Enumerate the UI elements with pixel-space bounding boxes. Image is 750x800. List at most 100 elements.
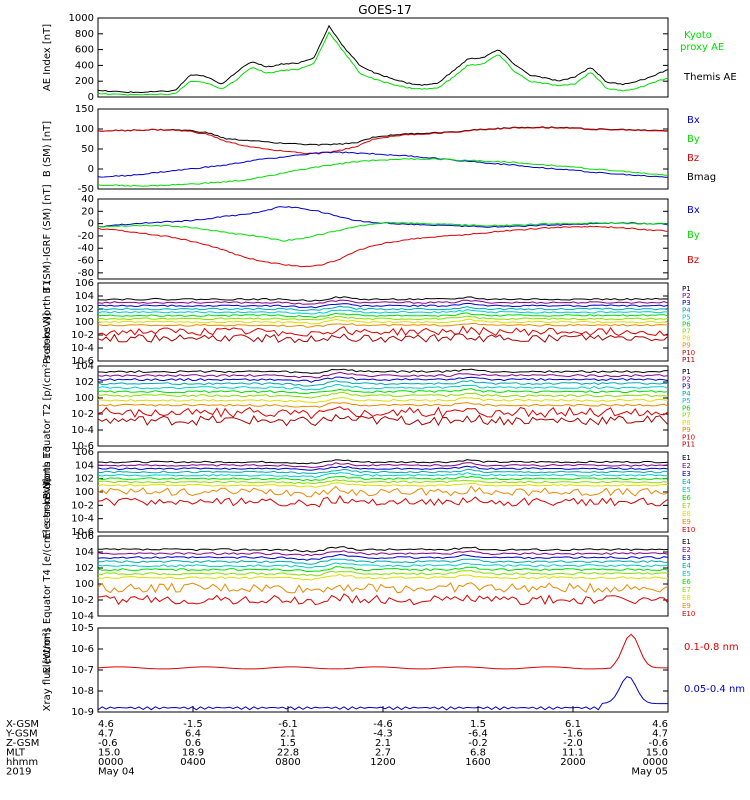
legend-entry: P4 — [682, 306, 691, 314]
axis-row-value: 4.6 — [98, 719, 114, 730]
legend-entry: E9 — [682, 518, 691, 526]
series-line-E5 — [97, 562, 669, 569]
axis-row-value: 0400 — [180, 757, 205, 768]
y-tick-label: 150 — [75, 104, 94, 115]
legend-entry: P3 — [682, 299, 691, 307]
series-line-E6 — [97, 566, 669, 573]
legend-entry: Bz — [687, 255, 699, 266]
y-tick-label: 100 — [75, 317, 94, 328]
legend-entry: Bx — [687, 115, 700, 126]
legend-entry: P1 — [682, 368, 691, 376]
series-line-themis-ae — [97, 24, 669, 94]
legend-entry: P5 — [682, 397, 691, 405]
series-line-P10 — [97, 406, 669, 420]
series-line-P9 — [97, 322, 669, 328]
y-tick-label: 40 — [81, 194, 94, 205]
legend-entry: E2 — [682, 462, 691, 470]
axis-row-value: 0800 — [275, 757, 300, 768]
series-line-P9 — [97, 402, 669, 408]
series-line-P3 — [97, 376, 669, 383]
series-line-P11 — [97, 333, 669, 344]
y-tick-label: 100 — [75, 487, 94, 498]
legend-entry: By — [687, 230, 700, 241]
series-line-P11 — [97, 413, 669, 427]
series-line-P8 — [97, 318, 669, 325]
legend-entry: P3 — [682, 383, 691, 391]
y-tick-label: 0 — [88, 219, 94, 230]
axis-row-value: 1.5 — [280, 738, 296, 749]
series-line-P10 — [97, 325, 669, 337]
y-tick-label: 10-7 — [71, 665, 94, 676]
axis-row-value: -0.6 — [648, 738, 668, 749]
chart-title: GOES-17 — [358, 3, 412, 17]
axis-row-value: 6.8 — [470, 748, 486, 759]
series-line-E2 — [97, 550, 669, 557]
y-tick-label: 104 — [75, 460, 94, 471]
series-line-E10 — [97, 495, 669, 508]
series-line-P5 — [97, 309, 668, 315]
series-line-bx — [97, 151, 668, 178]
axis-row-value: 1.5 — [470, 719, 486, 730]
y-tick-label: 10-6 — [71, 644, 94, 655]
legend-entry: E9 — [682, 602, 691, 610]
axis-row-label: Z-GSM — [6, 738, 39, 749]
y-axis-label: AE Index [nT] — [42, 24, 53, 91]
y-tick-label: 102 — [75, 304, 94, 315]
series-line-0-05-0-4-nm — [97, 676, 668, 711]
legend-entry: E7 — [682, 586, 691, 594]
y-tick-label: 106 — [75, 278, 94, 289]
y-tick-label: -40 — [78, 243, 94, 254]
legend-entry: P9 — [682, 426, 691, 434]
axis-row-value: -1.6 — [563, 729, 583, 740]
panel-7: 10-4 10-2 100 102 104 106 Electrons Equator T4… — [42, 478, 695, 673]
panel-frame — [97, 451, 669, 533]
legend-entry: E4 — [682, 478, 691, 486]
axis-row-value: 0000 — [98, 757, 123, 768]
y-tick-label: 10-6 — [71, 527, 94, 538]
legend-entry: P4 — [682, 390, 691, 398]
legend-entry: P11 — [682, 441, 695, 449]
legend-entry: E7 — [682, 502, 691, 510]
axis-row-value: May 05 — [631, 767, 668, 778]
y-tick-label: 10-4 — [71, 611, 94, 622]
y-tick-label: 104 — [75, 547, 94, 558]
series-line-P8 — [97, 397, 669, 404]
series-line-bmag — [97, 126, 668, 146]
y-tick-label: 104 — [75, 361, 94, 372]
axis-row-label: 2019 — [6, 767, 31, 778]
axis-row-value: 4.6 — [652, 719, 668, 730]
axis-row-value: -0.2 — [468, 738, 488, 749]
series-line-P4 — [97, 379, 669, 387]
legend-entry: P8 — [682, 419, 691, 427]
axis-row-label: Y-GSM — [5, 729, 38, 740]
y-tick-label: 10-6 — [71, 356, 94, 367]
y-axis-label: Protons Equator T2 [p/(cm²-s-sr-keV)] — [42, 313, 53, 500]
legend-entry: E10 — [682, 610, 695, 618]
legend-entry: E2 — [682, 546, 691, 554]
axis-row-value: 1200 — [370, 757, 395, 768]
legend-entry: E1 — [682, 538, 691, 546]
y-tick-label: 10-6 — [71, 441, 94, 452]
series-line-E7 — [98, 569, 669, 577]
y-tick-label: 100 — [75, 124, 94, 135]
axis-row-value: 15.0 — [98, 748, 120, 759]
y-tick-label: 800 — [75, 29, 94, 40]
axis-row-value: 2.1 — [280, 729, 296, 740]
panel-8: 10-9 10-8 10-7 10-6 10-5 Xray flux [W/m²] 0.1-… — [42, 623, 745, 718]
series-line-E7 — [98, 479, 669, 485]
y-tick-label: 0 — [88, 164, 94, 175]
axis-row-value: 2.7 — [375, 748, 391, 759]
y-tick-label: 100 — [75, 393, 94, 404]
y-axis-label: Protons North T1 — [42, 280, 53, 364]
legend-entry: P6 — [682, 320, 691, 328]
series-line-bz — [97, 225, 669, 268]
y-tick-label: 106 — [75, 531, 94, 542]
series-line-bz — [97, 126, 668, 155]
y-tick-label: 400 — [75, 60, 94, 71]
legend-entry: E1 — [682, 454, 691, 462]
legend-entry: P2 — [682, 375, 691, 383]
axis-row-value: -4.6 — [373, 719, 393, 730]
axis-row-label: hhmm — [6, 757, 38, 768]
legend-entry: proxy AE — [680, 42, 724, 53]
series-line-E3 — [97, 465, 669, 471]
